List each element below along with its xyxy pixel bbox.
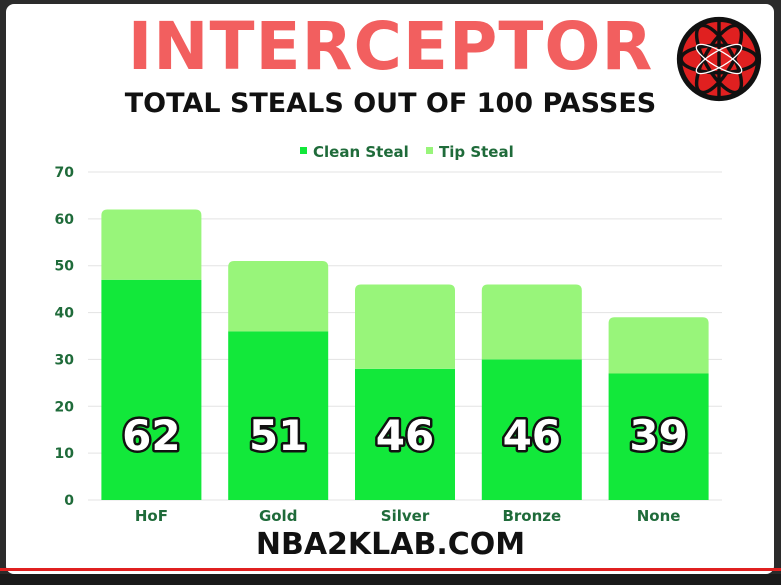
bar-clean-bronze (481, 359, 582, 500)
chart-subtitle: TOTAL STEALS OUT OF 100 PASSES (124, 88, 657, 119)
y-tick-label: 70 (55, 165, 75, 181)
y-tick-label: 20 (55, 399, 75, 415)
chart-legend: Clean Steal Tip Steal (300, 143, 514, 161)
y-tick-label: 40 (55, 306, 75, 322)
x-tick-label: None (637, 507, 681, 525)
y-axis-ticks: 0 10 20 30 40 50 60 70 (55, 165, 75, 509)
x-tick-label: Silver (381, 507, 430, 525)
y-tick-label: 0 (64, 493, 74, 509)
x-axis-ticks: HoF Gold Silver Bronze None (135, 507, 681, 525)
total-label: 62 (122, 411, 180, 460)
bar-clean-silver (355, 368, 455, 500)
y-tick-label: 30 (55, 352, 75, 368)
video-progress-bar[interactable] (0, 568, 781, 571)
total-label: 39 (629, 411, 687, 460)
y-tick-label: 50 (55, 259, 75, 275)
total-labels: 62 51 46 46 39 (120, 409, 691, 463)
legend-swatch (300, 147, 307, 154)
bar-tip-none (608, 317, 709, 374)
x-tick-label: HoF (135, 507, 168, 525)
y-tick-label: 60 (55, 212, 75, 228)
bar-tip-bronze (481, 284, 582, 360)
bar-clean-hof (101, 279, 202, 500)
site-footer: NBA2KLAB.COM (255, 527, 526, 562)
bar-series (101, 209, 709, 500)
video-controls-strip (0, 574, 781, 585)
x-tick-label: Bronze (502, 507, 561, 525)
basketball-logo-icon (676, 16, 762, 102)
total-label: 46 (503, 411, 561, 460)
bar-clean-none (608, 373, 709, 500)
legend-swatch (426, 147, 433, 154)
x-tick-label: Gold (259, 507, 298, 525)
bar-tip-gold (228, 261, 329, 332)
bar-tip-silver (355, 284, 455, 369)
legend-label: Tip Steal (439, 143, 514, 161)
bar-clean-gold (228, 331, 329, 500)
total-label: 46 (376, 411, 434, 460)
total-label: 51 (249, 411, 307, 460)
bar-tip-hof (101, 209, 202, 280)
y-tick-label: 10 (55, 446, 75, 462)
chart-title: INTERCEPTOR (127, 8, 654, 85)
legend-label: Clean Steal (313, 143, 409, 161)
